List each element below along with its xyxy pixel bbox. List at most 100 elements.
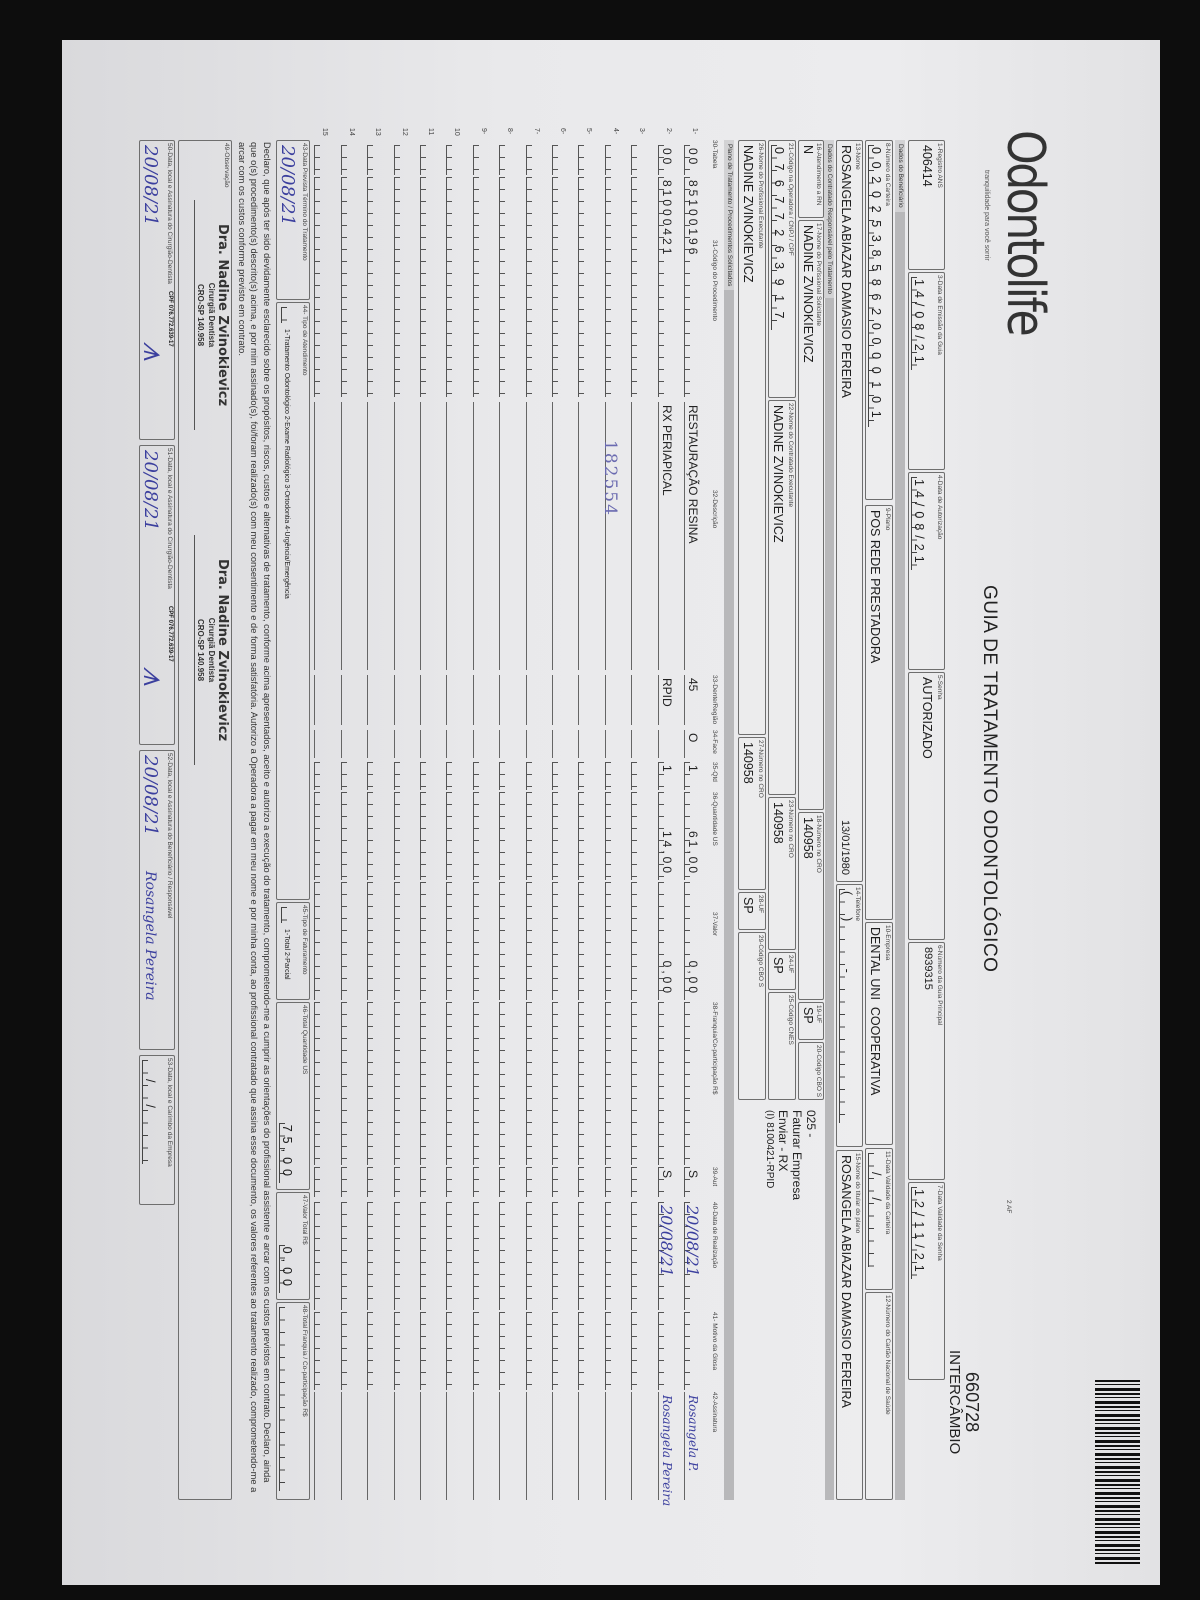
cell-face[interactable] xyxy=(657,730,674,758)
cell-dente[interactable] xyxy=(525,675,542,725)
cell-qtd-us[interactable] xyxy=(367,792,384,880)
cell-aut[interactable] xyxy=(604,1167,621,1197)
field-uf-executante[interactable]: 28-UF SP xyxy=(738,892,766,930)
cell-dente[interactable] xyxy=(631,675,648,725)
cell-aut[interactable]: S xyxy=(657,1167,674,1197)
cell-descricao[interactable] xyxy=(367,402,384,670)
cell-assinatura[interactable] xyxy=(393,1392,410,1500)
cell-franquia[interactable] xyxy=(393,1002,410,1165)
cell-qtd-us[interactable] xyxy=(578,792,595,880)
cell-assinatura[interactable] xyxy=(552,1392,568,1500)
cell-assinatura[interactable] xyxy=(525,1392,542,1500)
cell-tabela[interactable]: 00 xyxy=(657,145,674,175)
field-assinatura-cirurgiao-fim[interactable]: 51-Data, local e Assinatura do Cirurgião… xyxy=(138,445,175,745)
cell-aut[interactable] xyxy=(578,1167,595,1197)
cell-descricao[interactable] xyxy=(340,402,357,670)
cell-aut[interactable] xyxy=(340,1167,357,1197)
cell-qtd[interactable] xyxy=(472,762,489,790)
cell-franquia[interactable] xyxy=(631,1002,648,1165)
cell-glosa[interactable] xyxy=(367,1312,384,1390)
field-data-prevista[interactable]: 43-Data Prevista Término do Tratamento 20… xyxy=(276,140,310,300)
field-uf-contratado[interactable]: 24-UF SP xyxy=(768,952,796,990)
cell-tabela[interactable] xyxy=(472,145,489,175)
cell-franquia[interactable] xyxy=(472,1002,489,1165)
cell-aut[interactable] xyxy=(525,1167,542,1197)
cell-tabela[interactable] xyxy=(604,145,621,175)
cell-face[interactable] xyxy=(367,730,384,758)
field-cnes[interactable]: 25-Código CNES xyxy=(768,992,796,1100)
cell-data[interactable] xyxy=(578,1202,595,1310)
field-numero-carteira[interactable]: 8-Número da Carteira 0020253858620000101 xyxy=(865,140,893,500)
cell-valor[interactable] xyxy=(578,882,595,1000)
field-nome[interactable]: 13-Nome ROSANGELA ABIAZAR DAMASIO PEREIRA… xyxy=(836,140,863,882)
cell-codigo[interactable] xyxy=(367,177,384,397)
cell-assinatura[interactable] xyxy=(499,1392,516,1500)
cell-codigo[interactable] xyxy=(472,177,489,397)
cell-face[interactable] xyxy=(631,730,648,758)
cell-tabela[interactable] xyxy=(420,145,436,175)
cell-dente[interactable]: 45 xyxy=(684,675,700,725)
cell-glosa[interactable] xyxy=(604,1312,621,1390)
cell-franquia[interactable] xyxy=(499,1002,516,1165)
cell-qtd[interactable] xyxy=(420,762,436,790)
cell-dente[interactable] xyxy=(420,675,436,725)
cell-face[interactable] xyxy=(552,730,568,758)
cell-aut[interactable] xyxy=(393,1167,410,1197)
cell-qtd-us[interactable] xyxy=(604,792,621,880)
cell-codigo[interactable] xyxy=(552,177,568,397)
cell-descricao[interactable] xyxy=(393,402,410,670)
field-senha[interactable]: 5-Senha AUTORIZADO xyxy=(908,672,945,940)
cell-codigo[interactable] xyxy=(314,177,331,397)
cell-qtd-us[interactable] xyxy=(631,792,648,880)
cell-valor[interactable] xyxy=(446,882,463,1000)
cell-glosa[interactable] xyxy=(340,1312,357,1390)
cell-glosa[interactable] xyxy=(499,1312,516,1390)
cell-codigo[interactable] xyxy=(393,177,410,397)
cell-descricao[interactable] xyxy=(552,402,568,670)
field-cbo-executante[interactable]: 29-Código CBO S xyxy=(738,932,766,1100)
cell-qtd-us[interactable]: 14,00 xyxy=(657,792,674,880)
field-total-us[interactable]: 46-Total Quantidade US 75,00 xyxy=(276,1002,310,1190)
cell-codigo[interactable] xyxy=(340,177,357,397)
cell-qtd-us[interactable]: 61,00 xyxy=(684,792,700,880)
cell-qtd-us[interactable] xyxy=(472,792,489,880)
cell-codigo[interactable] xyxy=(420,177,436,397)
cell-valor[interactable] xyxy=(525,882,542,1000)
cell-dente[interactable] xyxy=(552,675,568,725)
cell-tabela[interactable] xyxy=(367,145,384,175)
field-tipo-faturamento[interactable]: 45-Tipo de Faturamento 1-Total 2-Parcial xyxy=(276,902,310,1000)
cell-data[interactable]: 20/08/21 xyxy=(657,1202,676,1310)
cell-aut[interactable] xyxy=(367,1167,384,1197)
cell-descricao[interactable]: RESTAURAÇÃO RESINA xyxy=(684,402,700,670)
cell-valor[interactable]: 0,00 xyxy=(684,882,700,1000)
field-cro-solicitante[interactable]: 18-Número no CRO 140958 xyxy=(798,812,824,1000)
cell-franquia[interactable] xyxy=(525,1002,542,1165)
cell-face[interactable] xyxy=(340,730,357,758)
cell-franquia[interactable] xyxy=(552,1002,568,1165)
field-validade-carteira[interactable]: 11-Data Validade da Carteira / / xyxy=(865,1148,893,1290)
cell-data[interactable] xyxy=(367,1202,384,1310)
cell-dente[interactable] xyxy=(578,675,595,725)
cell-tabela[interactable] xyxy=(314,145,331,175)
cell-franquia[interactable] xyxy=(420,1002,436,1165)
cell-descricao[interactable] xyxy=(446,402,463,670)
cell-valor[interactable] xyxy=(393,882,410,1000)
field-empresa[interactable]: 10-Empresa DENTAL UNI COOPERATIVA xyxy=(865,922,893,1145)
cell-glosa[interactable] xyxy=(446,1312,463,1390)
field-telefone[interactable]: 14-Telefone( ) - xyxy=(836,884,863,1147)
cell-data[interactable] xyxy=(446,1202,463,1310)
cell-descricao[interactable] xyxy=(472,402,489,670)
cell-descricao[interactable]: RX PERIAPICAL xyxy=(657,402,674,670)
cell-dente[interactable] xyxy=(340,675,357,725)
cell-franquia[interactable] xyxy=(367,1002,384,1165)
cell-franquia[interactable] xyxy=(340,1002,357,1165)
cell-qtd[interactable] xyxy=(578,762,595,790)
cell-data[interactable] xyxy=(393,1202,410,1310)
cell-qtd-us[interactable] xyxy=(446,792,463,880)
cell-descricao[interactable] xyxy=(420,402,436,670)
field-data-autorizacao[interactable]: 4-Data de Autorização 14/08/21 xyxy=(908,472,945,670)
field-data-emissao[interactable]: 3-Data de Emissão da Guia 14/08/21 xyxy=(908,272,945,470)
cell-face[interactable] xyxy=(314,730,331,758)
cell-aut[interactable] xyxy=(314,1167,331,1197)
cell-tabela[interactable] xyxy=(631,145,648,175)
